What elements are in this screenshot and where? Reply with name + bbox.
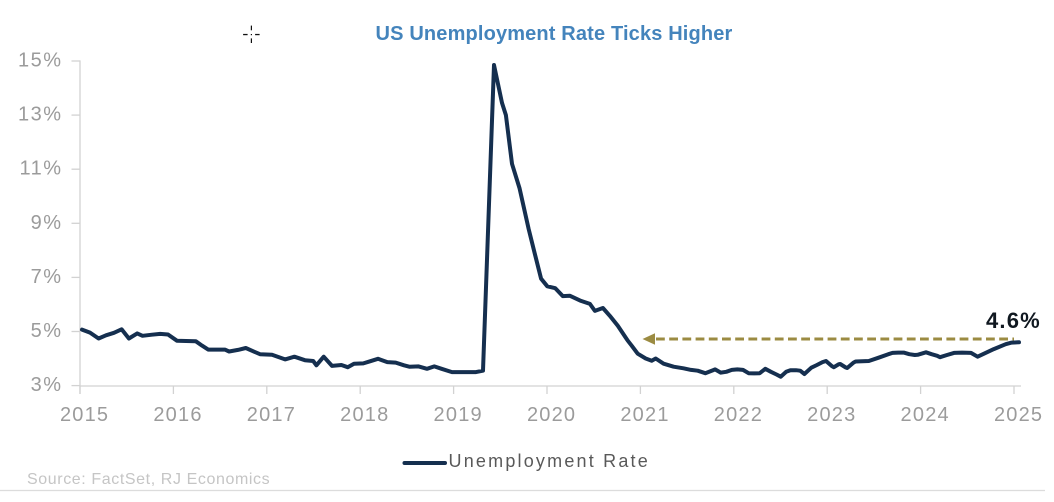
svg-text:2021: 2021	[620, 404, 669, 426]
svg-text:2017: 2017	[247, 404, 296, 426]
svg-text:2018: 2018	[340, 404, 389, 426]
svg-text:2020: 2020	[527, 404, 576, 426]
svg-text:4.6%: 4.6%	[986, 308, 1041, 333]
svg-text:2025: 2025	[994, 404, 1043, 426]
svg-text:9%: 9%	[31, 212, 63, 234]
svg-text:11%: 11%	[19, 158, 62, 180]
svg-text:2019: 2019	[434, 404, 483, 426]
svg-text:2023: 2023	[807, 404, 856, 426]
svg-text:Unemployment Rate: Unemployment Rate	[449, 451, 650, 471]
svg-text:7%: 7%	[31, 266, 63, 288]
svg-text:2015: 2015	[60, 404, 109, 426]
svg-text:US Unemployment Rate Ticks Hig: US Unemployment Rate Ticks Higher	[376, 23, 733, 45]
svg-text:2016: 2016	[153, 404, 202, 426]
svg-text:Source: FactSet, RJ Economics: Source: FactSet, RJ Economics	[27, 471, 270, 488]
svg-text:13%: 13%	[18, 104, 63, 126]
svg-text:3%: 3%	[31, 374, 63, 396]
svg-text:15%: 15%	[18, 50, 63, 72]
svg-text:5%: 5%	[31, 320, 63, 342]
svg-text:2024: 2024	[901, 404, 950, 426]
svg-text:2022: 2022	[714, 404, 763, 426]
